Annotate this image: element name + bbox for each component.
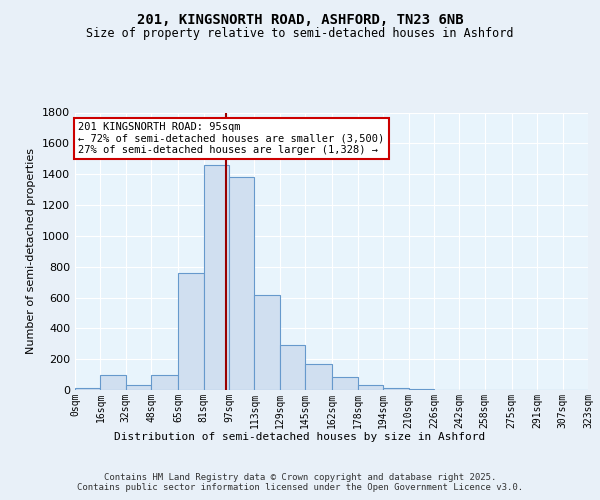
Bar: [151, 374, 178, 390]
Text: 201 KINGSNORTH ROAD: 95sqm
← 72% of semi-detached houses are smaller (3,500)
27%: 201 KINGSNORTH ROAD: 95sqm ← 72% of semi…: [78, 122, 385, 155]
Bar: [332, 377, 358, 390]
Bar: [178, 273, 203, 390]
Bar: [100, 376, 126, 390]
Bar: [203, 165, 229, 390]
Bar: [254, 295, 280, 390]
Bar: [229, 178, 254, 390]
Bar: [358, 386, 383, 390]
Bar: [305, 364, 332, 390]
Text: Contains HM Land Registry data © Crown copyright and database right 2025.
Contai: Contains HM Land Registry data © Crown c…: [77, 472, 523, 492]
Y-axis label: Number of semi-detached properties: Number of semi-detached properties: [26, 148, 37, 354]
Text: 201, KINGSNORTH ROAD, ASHFORD, TN23 6NB: 201, KINGSNORTH ROAD, ASHFORD, TN23 6NB: [137, 12, 463, 26]
Bar: [280, 344, 305, 390]
Bar: [126, 386, 151, 390]
Text: Size of property relative to semi-detached houses in Ashford: Size of property relative to semi-detach…: [86, 28, 514, 40]
Text: Distribution of semi-detached houses by size in Ashford: Distribution of semi-detached houses by …: [115, 432, 485, 442]
Bar: [409, 389, 434, 390]
Bar: [75, 388, 100, 390]
Bar: [383, 388, 409, 390]
